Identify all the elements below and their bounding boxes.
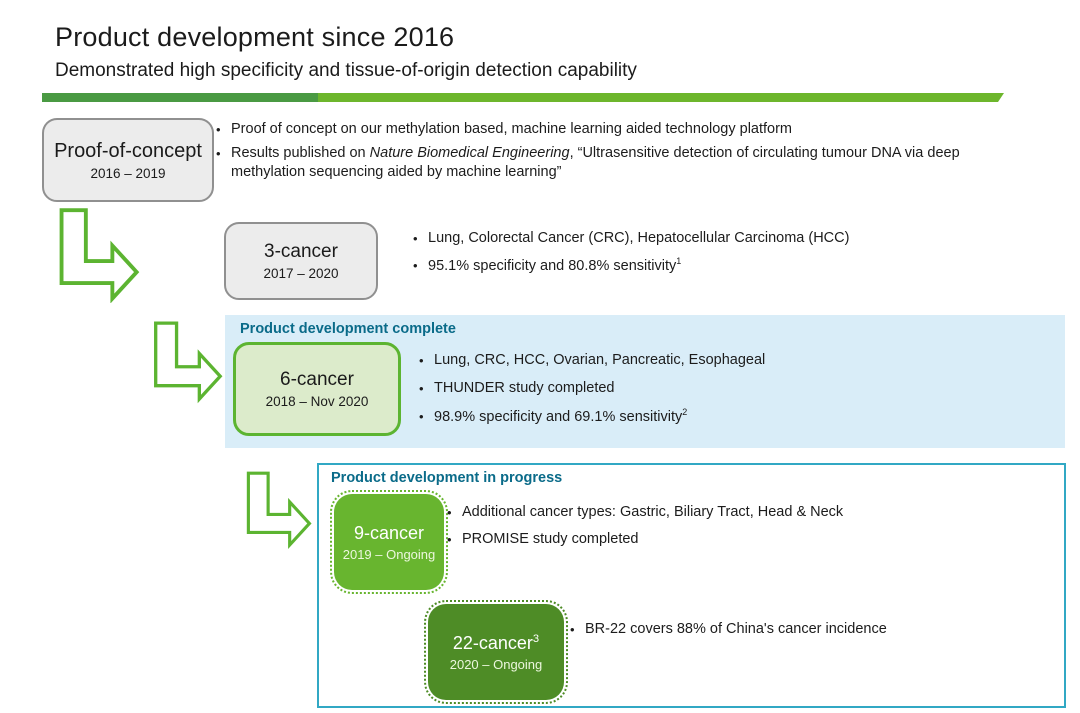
bullet-text: 95.1% specificity and 80.8% sensitivity1 (428, 256, 682, 274)
stage-period: 2019 – Ongoing (342, 546, 436, 562)
bullet-item: 98.9% specificity and 69.1% sensitivity2 (419, 407, 1039, 427)
panel-heading-complete: Product development complete (240, 321, 456, 337)
bullet-item: PROMISE study completed (447, 530, 1047, 549)
bullet-item: Lung, Colorectal Cancer (CRC), Hepatocel… (413, 229, 1033, 248)
stage-name: 3-cancer (264, 241, 338, 262)
bullet-text: PROMISE study completed (462, 531, 639, 548)
bullet-text: THUNDER study completed (434, 380, 615, 397)
bullet-item: 95.1% specificity and 80.8% sensitivity1 (413, 256, 1033, 276)
footnote-marker: 3 (532, 632, 540, 645)
bullet-item: BR-22 covers 88% of China's cancer incid… (570, 620, 1040, 639)
stage-box-proof-of-concept: Proof-of-concept 2016 – 2019 (42, 118, 214, 202)
flow-arrow-icon (246, 471, 312, 550)
page-title: Product development since 2016 (55, 22, 455, 52)
stage-box-22-cancer: 22-cancer3 2020 – Ongoing (424, 600, 568, 704)
bullet-text: Proof of concept on our methylation base… (231, 121, 793, 137)
bullet-item: Proof of concept on our methylation base… (216, 120, 1036, 139)
accent-bar-light-segment (318, 93, 1004, 102)
bullet-text: Additional cancer types: Gastric, Biliar… (462, 504, 844, 520)
bullet-item: Results published on Nature Biomedical E… (216, 144, 1036, 182)
bullet-item: Lung, CRC, HCC, Ovarian, Pancreatic, Eso… (419, 351, 1039, 370)
panel-heading-in-progress: Product development in progress (331, 470, 563, 486)
stage-period: 2016 – 2019 (90, 165, 166, 181)
flow-arrow-icon (59, 208, 140, 303)
flow-arrow-icon (154, 321, 223, 404)
page-subtitle: Demonstrated high specificity and tissue… (55, 60, 637, 81)
accent-bar-dark-segment (42, 93, 318, 102)
bullet-item: Additional cancer types: Gastric, Biliar… (447, 503, 1047, 522)
stage-name: 22-cancer3 (452, 632, 540, 653)
bullet-text: Results published on Nature Biomedical E… (231, 145, 960, 181)
stage-box-3-cancer: 3-cancer 2017 – 2020 (224, 222, 378, 300)
bullet-list-22-cancer: BR-22 covers 88% of China's cancer incid… (570, 620, 1040, 639)
stage-period: 2017 – 2020 (263, 266, 339, 281)
stage-period: 2020 – Ongoing (449, 656, 543, 672)
bullet-text: Lung, CRC, HCC, Ovarian, Pancreatic, Eso… (434, 352, 766, 368)
bullet-text: BR-22 covers 88% of China's cancer incid… (585, 621, 887, 637)
stage-box-6-cancer: 6-cancer 2018 – Nov 2020 (233, 342, 401, 436)
journal-name: Nature Biomedical Engineering (369, 145, 570, 162)
bullet-list-9-cancer: Additional cancer types: Gastric, Biliar… (447, 503, 1047, 549)
bullet-list-6-cancer: Lung, CRC, HCC, Ovarian, Pancreatic, Eso… (419, 351, 1039, 427)
bullet-text: 98.9% specificity and 69.1% sensitivity2 (434, 407, 688, 426)
bullet-item: THUNDER study completed (419, 379, 1039, 398)
stage-name: 9-cancer (353, 522, 425, 543)
bullet-list-3-cancer: Lung, Colorectal Cancer (CRC), Hepatocel… (413, 229, 1033, 276)
footnote-marker: 2 (682, 407, 688, 418)
bullet-text: Lung, Colorectal Cancer (CRC), Hepatocel… (428, 230, 850, 246)
footnote-marker: 1 (676, 256, 682, 267)
stage-period: 2018 – Nov 2020 (265, 394, 369, 409)
stage-name: Proof-of-concept (54, 139, 202, 162)
stage-name: 6-cancer (280, 369, 354, 390)
stage-box-9-cancer: 9-cancer 2019 – Ongoing (330, 490, 448, 594)
bullet-list-proof-of-concept: Proof of concept on our methylation base… (216, 120, 1036, 182)
